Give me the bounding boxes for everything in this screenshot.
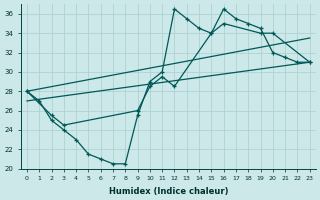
X-axis label: Humidex (Indice chaleur): Humidex (Indice chaleur) [108, 187, 228, 196]
